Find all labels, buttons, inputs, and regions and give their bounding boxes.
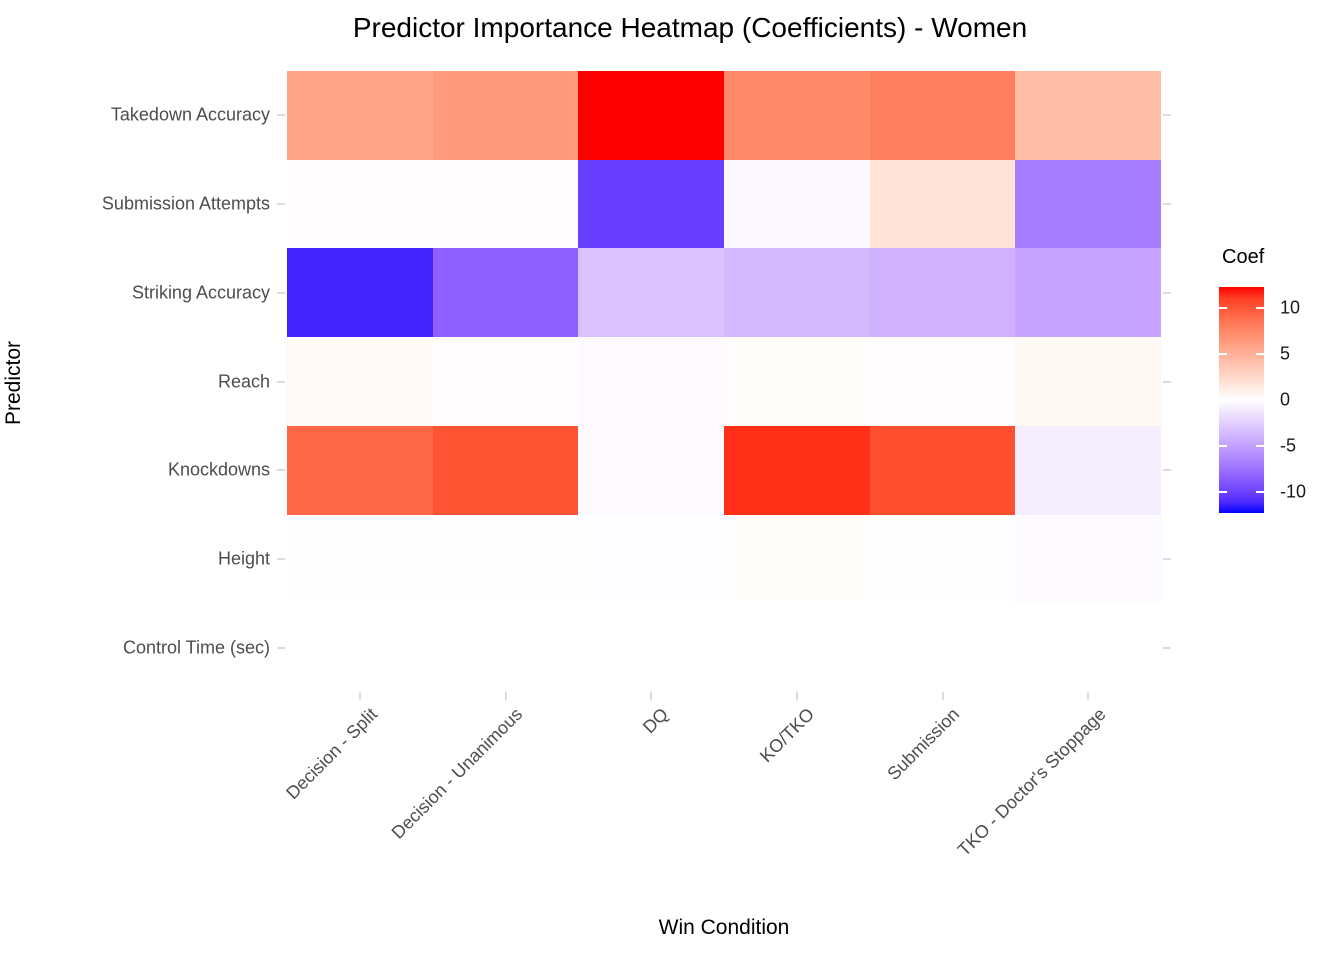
y-axis-label: Reach <box>217 371 270 391</box>
heatmap-cell <box>724 514 871 604</box>
heatmap-cell <box>1015 514 1162 604</box>
heatmap-cell <box>578 248 725 338</box>
heatmap-cell <box>287 603 434 693</box>
heatmap-cell <box>432 337 579 427</box>
heatmap-cell <box>724 248 871 338</box>
axis-tick <box>1163 114 1171 117</box>
axis-tick <box>795 692 798 700</box>
heatmap-cell <box>869 248 1016 338</box>
y-axis-label: Submission Attempts <box>101 193 270 214</box>
y-axis-title: Predictor <box>2 340 25 426</box>
axis-tick <box>941 692 944 700</box>
legend-tick-mark <box>1219 444 1227 447</box>
legend-tick-mark <box>1256 307 1264 310</box>
heatmap-cell <box>432 248 579 338</box>
y-axis-label: Height <box>217 548 270 569</box>
heatmap-cell <box>1015 248 1162 338</box>
axis-tick <box>1163 380 1171 383</box>
heatmap-cell <box>1015 159 1162 249</box>
heatmap-cell <box>869 425 1016 516</box>
axis-tick <box>650 692 653 700</box>
heatmap-cell <box>578 159 725 249</box>
heatmap-cell <box>287 71 434 161</box>
axis-tick <box>277 203 285 206</box>
legend-tick-mark <box>1219 399 1227 401</box>
heatmap-panel <box>287 71 1162 693</box>
axis-tick <box>277 469 285 472</box>
heatmap-cell <box>287 159 434 249</box>
heatmap-cell <box>724 603 871 693</box>
heatmap-cell <box>578 514 725 604</box>
heatmap-cell <box>287 248 434 338</box>
chart-title: Predictor Importance Heatmap (Coefficien… <box>352 12 1028 43</box>
x-axis-label: KO/TKO <box>755 704 818 767</box>
legend-tick-mark <box>1256 353 1264 356</box>
heatmap-cell <box>578 425 725 516</box>
heatmap-cell <box>724 71 871 161</box>
y-axis-label: Striking Accuracy <box>131 282 270 303</box>
axis-tick <box>277 646 285 649</box>
legend-tick-label: -5 <box>1280 435 1297 456</box>
x-axis-label: Submission <box>883 704 964 784</box>
y-axis-label: Takedown Accuracy <box>110 104 270 125</box>
axis-tick <box>1163 203 1171 206</box>
legend-tick-mark <box>1219 307 1227 310</box>
legend-tick-label: 10 <box>1280 297 1301 318</box>
heatmap-cell <box>432 603 579 693</box>
axis-tick <box>277 114 285 117</box>
heatmap-cell <box>869 603 1016 693</box>
heatmap-cell <box>1015 603 1162 693</box>
axis-tick <box>1163 291 1171 294</box>
axis-tick <box>277 380 285 383</box>
heatmap-cell <box>287 337 434 427</box>
heatmap-cell <box>869 159 1016 249</box>
legend-tick-mark <box>1219 353 1227 356</box>
legend-tick-mark <box>1256 444 1264 447</box>
heatmap-cell <box>1015 337 1162 427</box>
x-axis-label: Decision - Unanimous <box>387 704 527 843</box>
heatmap-cell <box>287 425 434 516</box>
heatmap-cell <box>578 603 725 693</box>
heatmap-cell <box>578 337 725 427</box>
heatmap-cell <box>287 514 434 604</box>
x-axis-label: Decision - Split <box>281 704 381 804</box>
axis-tick <box>1163 557 1171 560</box>
legend-tick-mark <box>1256 399 1264 401</box>
legend-tick-label: 5 <box>1280 343 1291 364</box>
axis-tick <box>277 291 285 294</box>
legend-tick-label: -10 <box>1280 481 1307 502</box>
heatmap-cell <box>578 71 725 161</box>
heatmap-cell <box>1015 425 1162 516</box>
heatmap-cell <box>724 159 871 249</box>
heatmap-cell <box>869 71 1016 161</box>
heatmap-cell <box>869 337 1016 427</box>
heatmap-cell <box>724 425 871 516</box>
y-axis-label: Control Time (sec) <box>122 637 270 658</box>
x-axis-label: DQ <box>639 704 673 738</box>
axis-tick <box>1163 646 1171 649</box>
legend-tick-mark <box>1219 490 1227 493</box>
y-axis-label: Knockdowns <box>167 459 270 480</box>
heatmap-cell <box>432 71 579 161</box>
legend-tick-label: 0 <box>1280 389 1291 410</box>
legend-tick-mark <box>1256 490 1264 493</box>
heatmap-cell <box>1015 71 1162 161</box>
heatmap-cell <box>432 514 579 604</box>
heatmap-cell <box>432 425 579 516</box>
heatmap-cell <box>869 514 1016 604</box>
axis-tick <box>504 692 507 700</box>
axis-tick <box>1163 469 1171 472</box>
axis-tick <box>358 692 361 700</box>
heatmap-cell <box>724 337 871 427</box>
heatmap-cell <box>432 159 579 249</box>
legend-title: Coef <box>1222 246 1265 268</box>
x-axis-title: Win Condition <box>658 916 790 939</box>
axis-tick <box>1087 692 1090 700</box>
axis-tick <box>277 557 285 560</box>
x-axis-label: TKO - Doctor's Stoppage <box>953 704 1110 860</box>
